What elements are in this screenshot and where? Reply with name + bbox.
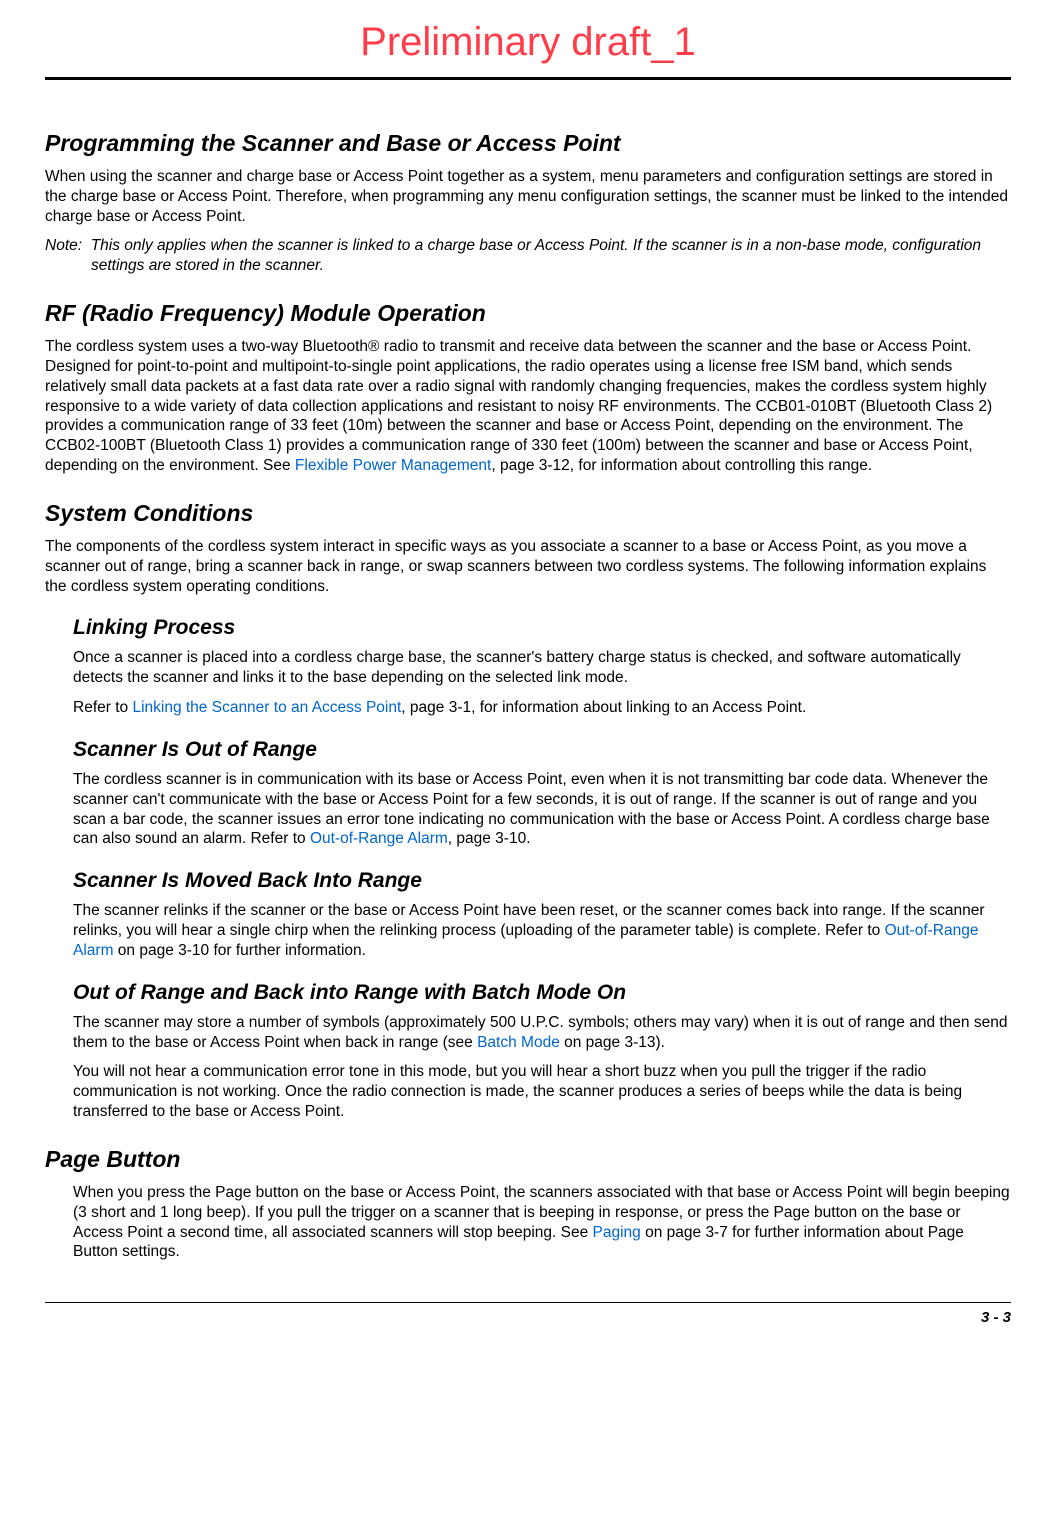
heading-programming: Programming the Scanner and Base or Acce… [45, 130, 1011, 157]
link-linking-scanner[interactable]: Linking the Scanner to an Access Point [132, 699, 401, 716]
note-body: This only applies when the scanner is li… [91, 237, 981, 274]
body-text: The scanner relinks if the scanner or th… [73, 901, 1011, 960]
text-run: on page 3-13). [560, 1034, 665, 1051]
note-label: Note: [45, 237, 82, 254]
heading-page-button: Page Button [45, 1146, 1011, 1173]
link-paging[interactable]: Paging [593, 1224, 641, 1241]
watermark: Preliminary draft_1 [45, 20, 1011, 65]
body-text: The cordless system uses a two-way Bluet… [45, 337, 1011, 476]
body-text: The scanner may store a number of symbol… [73, 1013, 1011, 1053]
text-run: The scanner relinks if the scanner or th… [73, 902, 985, 939]
text-run: , page 3-10. [448, 830, 531, 847]
text-run: Refer to [73, 699, 132, 716]
body-text: The cordless scanner is in communication… [73, 770, 1011, 849]
heading-system-conditions: System Conditions [45, 500, 1011, 527]
link-flexible-power[interactable]: Flexible Power Management [295, 457, 491, 474]
text-run: , page 3-1, for information about linkin… [401, 699, 806, 716]
link-batch-mode[interactable]: Batch Mode [477, 1034, 560, 1051]
body-text: When you press the Page button on the ba… [73, 1183, 1011, 1262]
note-text: Note: This only applies when the scanner… [45, 236, 1011, 276]
body-text: The components of the cordless system in… [45, 537, 1011, 596]
body-text: Refer to Linking the Scanner to an Acces… [73, 698, 1011, 718]
page-number: 3 - 3 [981, 1309, 1011, 1326]
text-run: The cordless scanner is in communication… [73, 771, 990, 847]
body-text: When using the scanner and charge base o… [45, 167, 1011, 226]
heading-rf-module: RF (Radio Frequency) Module Operation [45, 300, 1011, 327]
text-run: The cordless system uses a two-way Bluet… [45, 338, 992, 474]
body-text: You will not hear a communication error … [73, 1062, 1011, 1121]
document-page: Preliminary draft_1 Programming the Scan… [0, 0, 1056, 1356]
text-run: , page 3-12, for information about contr… [491, 457, 872, 474]
subheading-out-of-range: Scanner Is Out of Range [73, 738, 1011, 762]
text-run: on page 3-10 for further information. [113, 942, 365, 959]
top-divider [45, 77, 1011, 80]
link-out-of-range-alarm[interactable]: Out-of-Range Alarm [310, 830, 448, 847]
page-footer: 3 - 3 [45, 1302, 1011, 1326]
subheading-linking-process: Linking Process [73, 616, 1011, 640]
body-text: Once a scanner is placed into a cordless… [73, 648, 1011, 688]
subheading-batch-mode: Out of Range and Back into Range with Ba… [73, 981, 1011, 1005]
subheading-moved-back: Scanner Is Moved Back Into Range [73, 869, 1011, 893]
